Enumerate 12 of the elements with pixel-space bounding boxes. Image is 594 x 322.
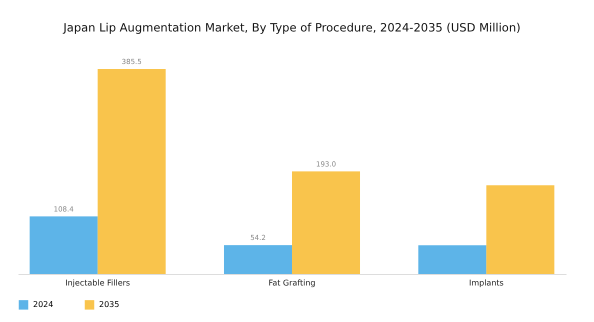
bar <box>30 216 98 274</box>
x-tick-label: Implants <box>468 278 504 288</box>
x-tick-label: Fat Grafting <box>268 278 316 288</box>
legend-label: 2024 <box>33 300 54 309</box>
legend-label: 2035 <box>99 300 120 309</box>
bar <box>224 245 292 274</box>
bar <box>292 171 360 274</box>
x-tick-label: Injectable Fillers <box>65 278 130 288</box>
chart-title: Japan Lip Augmentation Market, By Type of Procedure, 2024-2035 (USD Million) <box>62 20 521 34</box>
bar <box>98 69 166 274</box>
bar <box>418 245 486 274</box>
bar <box>486 185 554 274</box>
